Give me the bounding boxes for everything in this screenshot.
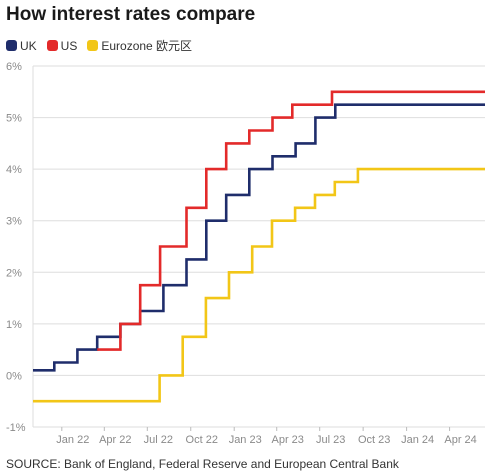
legend: UK US Eurozone 欧元区 [6,37,192,54]
x-tick-label: Oct 23 [358,434,390,446]
y-tick-label: 3% [6,216,22,228]
x-tick-label: Jul 23 [316,434,345,446]
source-note: SOURCE: Bank of England, Federal Reserve… [6,457,399,471]
x-tick-label: Apr 23 [272,434,304,446]
x-tick-label: Oct 22 [186,434,218,446]
y-tick-label: -1% [6,422,26,434]
legend-label-uk: UK [20,38,37,53]
y-axis-ticks: 6% 5% 4% 3% 2% 1% 0% -1% [6,61,26,434]
legend-item-eurozone: Eurozone 欧元区 [87,37,192,54]
series-lines [33,90,485,403]
y-tick-label: 0% [6,370,22,382]
x-axis-ticks: Jan 22 Apr 22 Jul 22 Oct 22 Jan 23 Apr 23 Jul … [56,427,477,446]
y-tick-label: 5% [6,113,22,125]
legend-item-uk: UK [6,37,37,54]
x-tick-label: Jul 22 [144,434,173,446]
legend-label-eurozone: Eurozone 欧元区 [101,39,193,53]
chart-title: How interest rates compare [6,4,256,25]
us-rate-line [97,90,485,351]
y-tick-label: 1% [6,319,22,331]
x-tick-label: Apr 22 [99,434,131,446]
legend-swatch-us [46,40,58,51]
eurozone-rate-line [33,167,485,403]
legend-swatch-uk [6,40,17,51]
y-tick-label: 2% [6,267,22,279]
y-tick-label: 6% [6,61,22,73]
x-tick-label: Jan 22 [56,434,89,446]
y-tick-label: 4% [6,164,22,176]
uk-rate-line [33,103,485,372]
x-tick-label: Jan 24 [401,434,434,446]
x-tick-label: Apr 24 [444,434,476,446]
legend-item-us: US [46,37,78,54]
x-tick-label: Jan 23 [229,434,262,446]
legend-label-us: US [60,38,78,53]
legend-swatch-eurozone [87,40,99,51]
